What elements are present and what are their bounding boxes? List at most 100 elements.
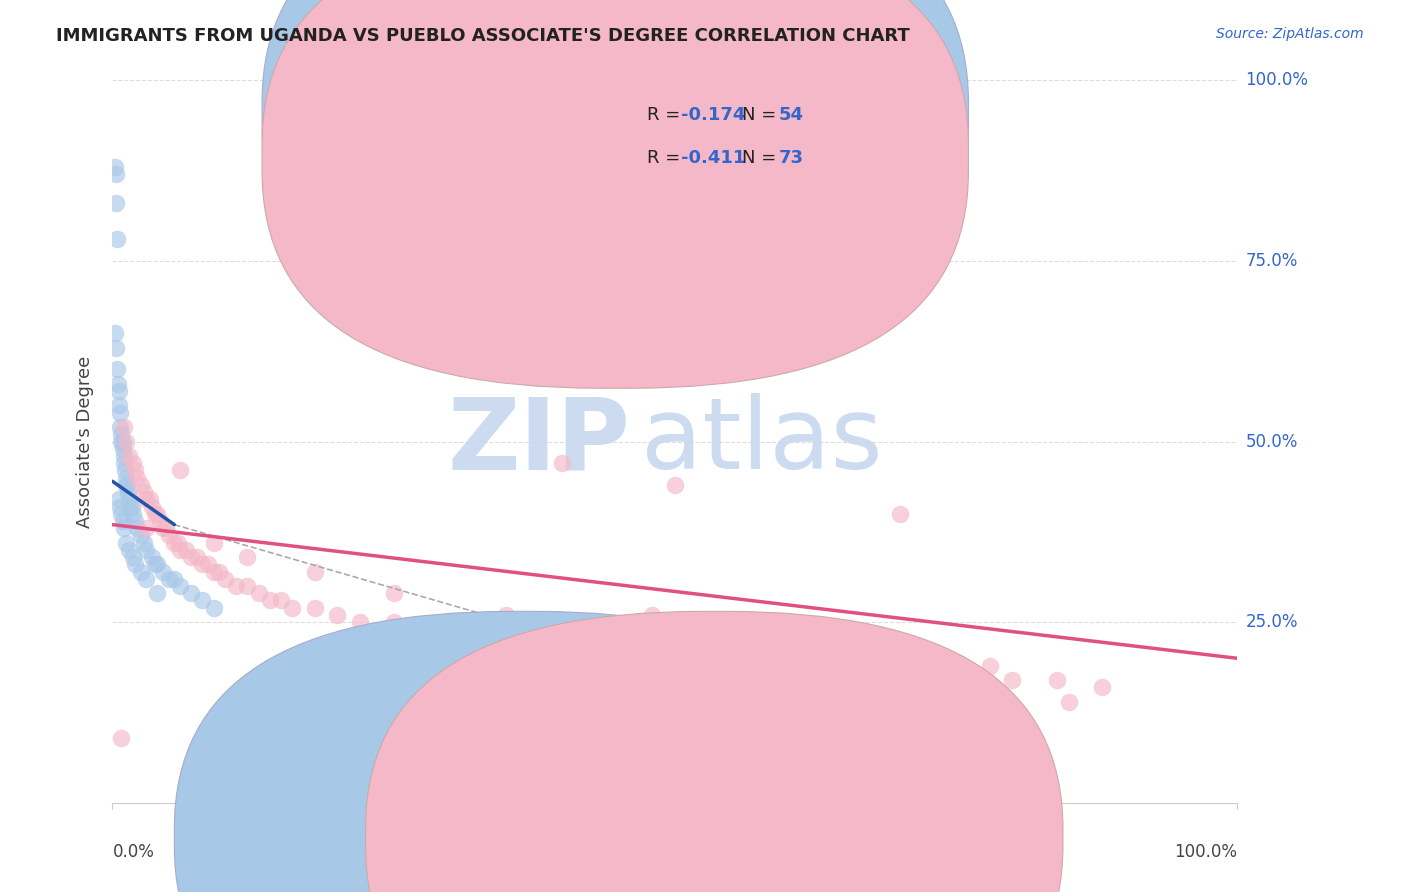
Point [208, 565, 231, 579]
Point [104, 326, 127, 340]
Point [416, 623, 439, 637]
FancyBboxPatch shape [262, 0, 969, 346]
Text: N =: N = [742, 149, 782, 167]
Text: Source: ZipAtlas.com: Source: ZipAtlas.com [1216, 27, 1364, 41]
Point [202, 600, 225, 615]
Point [107, 376, 129, 391]
Point [104, 341, 127, 355]
Point [585, 644, 607, 658]
Point [105, 362, 128, 376]
Point [174, 542, 197, 557]
Point [129, 528, 152, 542]
Point [166, 535, 188, 549]
Point [141, 550, 163, 565]
Point [191, 558, 214, 572]
Point [110, 434, 132, 449]
Point [304, 600, 326, 615]
Point [112, 449, 135, 463]
Point [236, 579, 259, 593]
Point [214, 572, 236, 586]
Text: ZIP: ZIP [447, 393, 630, 490]
Point [169, 463, 191, 477]
Text: -0.174: -0.174 [681, 106, 745, 124]
Point [754, 630, 776, 644]
Point [121, 456, 143, 470]
Text: 50.0%: 50.0% [1246, 433, 1298, 450]
Point [115, 478, 138, 492]
Text: 75.0%: 75.0% [1246, 252, 1298, 270]
Point [349, 615, 371, 630]
Point [169, 542, 191, 557]
Point [124, 514, 146, 528]
Point [281, 600, 304, 615]
Text: 25.0%: 25.0% [1246, 613, 1298, 632]
Point [382, 586, 405, 600]
Point [129, 565, 152, 579]
Point [110, 420, 132, 434]
Point [115, 434, 138, 449]
Point [731, 651, 754, 665]
Point [121, 500, 143, 514]
Point [143, 507, 166, 521]
Point [551, 637, 574, 651]
Point [135, 492, 157, 507]
Point [115, 470, 138, 484]
Point [152, 521, 174, 535]
Text: Pueblo: Pueblo [731, 828, 787, 847]
Point [155, 521, 177, 535]
Point [270, 593, 292, 607]
Point [132, 485, 155, 500]
Point [118, 492, 141, 507]
Point [956, 665, 979, 680]
Text: -0.411: -0.411 [681, 149, 745, 167]
Point [110, 500, 132, 514]
Point [138, 492, 160, 507]
Point [495, 607, 517, 622]
Text: Immigrants from Uganda: Immigrants from Uganda [540, 828, 748, 847]
Point [202, 565, 225, 579]
Point [259, 593, 281, 607]
Point [104, 196, 127, 211]
Point [152, 565, 174, 579]
Point [111, 442, 134, 456]
Text: R =: R = [647, 149, 686, 167]
Point [163, 535, 186, 549]
Point [439, 623, 461, 637]
Point [127, 470, 149, 484]
Point [326, 607, 349, 622]
Point [118, 542, 141, 557]
Point [135, 572, 157, 586]
Point [1001, 673, 1024, 687]
FancyBboxPatch shape [571, 89, 931, 191]
Text: 100.0%: 100.0% [1246, 71, 1309, 89]
Point [382, 615, 405, 630]
Point [121, 507, 143, 521]
Point [129, 478, 152, 492]
Point [111, 434, 134, 449]
Point [110, 507, 132, 521]
Point [180, 550, 202, 565]
Y-axis label: Associate's Degree: Associate's Degree [76, 355, 94, 528]
Point [135, 542, 157, 557]
Point [641, 607, 664, 622]
Point [108, 492, 131, 507]
Text: N =: N = [742, 106, 782, 124]
Point [202, 535, 225, 549]
Point [110, 731, 132, 745]
Point [1057, 695, 1080, 709]
Point [776, 658, 799, 673]
Point [146, 558, 169, 572]
Point [866, 644, 889, 658]
Point [124, 463, 146, 477]
Point [197, 558, 219, 572]
Point [157, 528, 180, 542]
Point [105, 232, 128, 246]
Text: 54: 54 [779, 106, 803, 124]
Point [979, 658, 1001, 673]
Point [110, 406, 132, 420]
Point [132, 535, 155, 549]
Point [115, 535, 138, 549]
Point [664, 644, 686, 658]
Point [866, 665, 889, 680]
Point [115, 478, 138, 492]
